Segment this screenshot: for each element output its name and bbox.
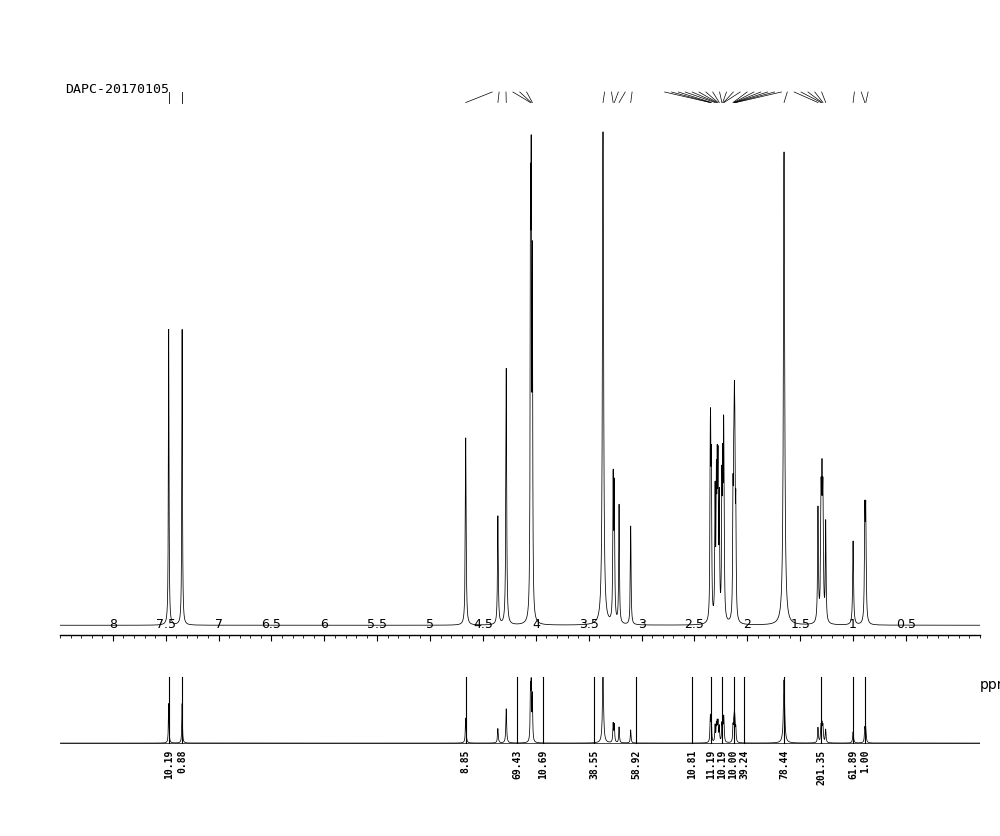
Text: DAPC-20170105: DAPC-20170105: [65, 83, 169, 96]
Text: 1.00: 1.00: [860, 749, 870, 772]
Text: 39.24: 39.24: [739, 749, 749, 778]
Text: 10.69: 10.69: [538, 749, 548, 778]
Text: 0.88: 0.88: [177, 749, 187, 772]
Text: 69.43: 69.43: [512, 749, 522, 778]
Text: 10.00: 10.00: [729, 749, 739, 778]
Text: 10.19: 10.19: [717, 749, 727, 778]
Text: 38.55: 38.55: [589, 749, 599, 778]
Text: 58.92: 58.92: [631, 749, 641, 778]
Text: 8.85: 8.85: [461, 749, 471, 772]
Text: 61.89: 61.89: [848, 749, 858, 778]
Text: 201.35: 201.35: [816, 749, 826, 784]
Text: 10.81: 10.81: [687, 749, 697, 778]
Text: 10.19: 10.19: [164, 749, 174, 778]
Text: 11.19: 11.19: [706, 749, 716, 778]
Text: 78.44: 78.44: [779, 749, 789, 778]
Text: ppm: ppm: [980, 677, 1000, 691]
